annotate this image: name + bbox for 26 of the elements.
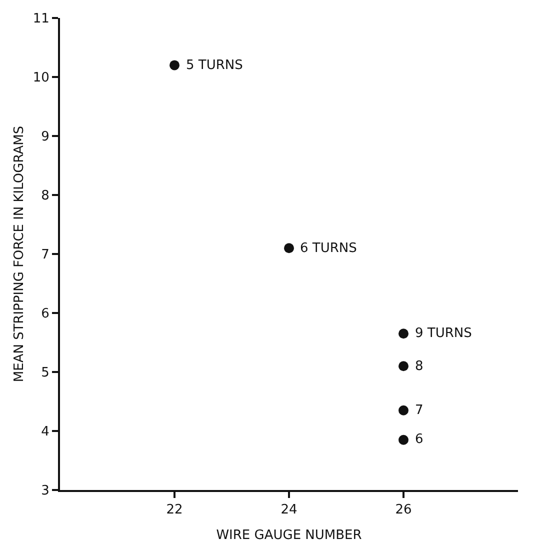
y-tick-label: 3	[41, 484, 50, 499]
y-tick-label: 6	[41, 306, 50, 322]
point	[398, 434, 408, 445]
y-tick-label: 5	[41, 366, 50, 381]
y-tick-label: 11	[32, 12, 50, 27]
annotation: 9 TURNS	[415, 326, 472, 341]
y-tick-label: 9	[41, 130, 50, 145]
point	[170, 60, 180, 70]
annotation: 5 TURNS	[186, 58, 243, 73]
x-tick-label: 26	[395, 502, 412, 518]
point	[398, 405, 408, 416]
x-tick-label: 24	[280, 502, 298, 518]
x-axis-title: WIRE GAUGE NUMBER	[216, 528, 362, 543]
annotation: 6 TURNS	[300, 241, 357, 256]
y-axis-title: MEAN STRIPPING FORCE IN KILOGRAMS	[12, 126, 27, 382]
annotation: 7	[415, 403, 424, 418]
point	[398, 361, 408, 372]
x-tick-label: 22	[166, 502, 183, 518]
annotation: 8	[415, 359, 424, 374]
y-tick-label: 7	[41, 248, 50, 263]
y-tick-label: 8	[41, 188, 50, 204]
annotation: 6	[415, 432, 424, 447]
point	[398, 328, 408, 339]
y-tick-label: 4	[41, 424, 50, 440]
point	[284, 243, 294, 254]
y-tick-label: 10	[32, 70, 50, 86]
